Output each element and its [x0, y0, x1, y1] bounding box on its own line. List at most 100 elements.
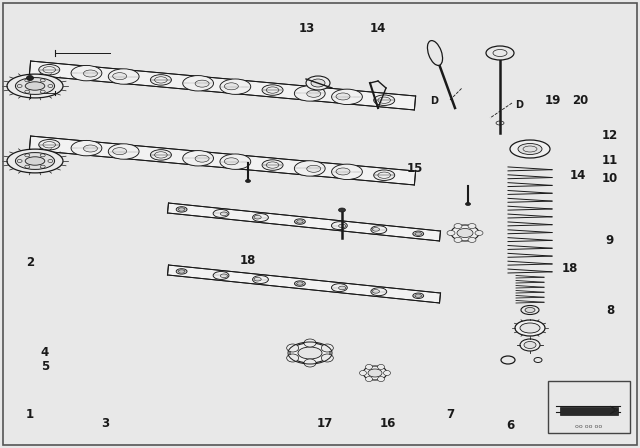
Ellipse shape [371, 226, 387, 234]
Ellipse shape [365, 377, 372, 382]
Ellipse shape [26, 76, 33, 81]
Ellipse shape [220, 79, 251, 95]
Ellipse shape [294, 219, 305, 224]
Ellipse shape [7, 74, 63, 98]
Polygon shape [610, 406, 618, 414]
Ellipse shape [336, 93, 350, 100]
Ellipse shape [518, 143, 542, 155]
Ellipse shape [520, 339, 540, 351]
Ellipse shape [525, 307, 535, 313]
Ellipse shape [383, 370, 390, 375]
Ellipse shape [447, 231, 455, 236]
Ellipse shape [108, 69, 139, 84]
Ellipse shape [321, 354, 333, 362]
Ellipse shape [71, 65, 102, 81]
Ellipse shape [311, 79, 325, 87]
Ellipse shape [307, 90, 321, 97]
Ellipse shape [294, 281, 305, 286]
Ellipse shape [368, 369, 382, 377]
Text: 12: 12 [602, 129, 618, 142]
Ellipse shape [220, 212, 227, 215]
Ellipse shape [294, 86, 325, 101]
Ellipse shape [225, 83, 238, 90]
Ellipse shape [365, 364, 372, 370]
Polygon shape [168, 265, 440, 303]
Text: 2: 2 [26, 255, 34, 268]
Ellipse shape [176, 269, 187, 274]
Text: 16: 16 [380, 417, 396, 430]
Ellipse shape [253, 214, 268, 221]
Text: 9: 9 [606, 233, 614, 246]
Text: 14: 14 [570, 168, 586, 181]
Ellipse shape [83, 70, 97, 77]
Text: 4: 4 [41, 345, 49, 358]
Polygon shape [29, 61, 415, 110]
Ellipse shape [360, 370, 367, 375]
Ellipse shape [195, 155, 209, 162]
Ellipse shape [468, 224, 476, 228]
Ellipse shape [378, 364, 385, 370]
Ellipse shape [451, 225, 479, 241]
Ellipse shape [15, 78, 54, 95]
Ellipse shape [374, 170, 395, 181]
Ellipse shape [374, 95, 395, 105]
Text: oo oo oo: oo oo oo [575, 423, 603, 428]
Ellipse shape [307, 165, 321, 172]
Text: 15: 15 [407, 161, 423, 175]
Text: 20: 20 [572, 94, 588, 107]
Ellipse shape [213, 271, 229, 280]
Ellipse shape [253, 276, 268, 284]
Text: 18: 18 [562, 262, 578, 275]
Ellipse shape [182, 151, 214, 166]
Text: 5: 5 [41, 359, 49, 372]
Ellipse shape [363, 366, 387, 380]
Ellipse shape [7, 149, 63, 173]
Ellipse shape [332, 89, 362, 104]
Ellipse shape [225, 158, 238, 165]
Text: 3: 3 [101, 417, 109, 430]
Ellipse shape [465, 202, 470, 206]
Text: 11: 11 [602, 154, 618, 167]
Text: 7: 7 [446, 409, 454, 422]
Ellipse shape [372, 228, 380, 231]
Ellipse shape [108, 144, 139, 159]
Ellipse shape [150, 75, 172, 85]
Ellipse shape [304, 339, 316, 347]
Ellipse shape [254, 215, 261, 219]
Ellipse shape [39, 139, 60, 150]
Ellipse shape [262, 85, 283, 95]
Ellipse shape [339, 224, 346, 228]
Polygon shape [29, 136, 415, 185]
Text: 14: 14 [370, 22, 386, 34]
Ellipse shape [371, 288, 387, 296]
Ellipse shape [454, 224, 462, 228]
Ellipse shape [39, 65, 60, 75]
Text: 6: 6 [506, 418, 514, 431]
Ellipse shape [378, 377, 385, 382]
Ellipse shape [332, 284, 348, 292]
Ellipse shape [220, 274, 227, 278]
Ellipse shape [475, 231, 483, 236]
Ellipse shape [515, 320, 545, 336]
Ellipse shape [454, 237, 462, 242]
Ellipse shape [457, 228, 473, 237]
Ellipse shape [524, 341, 536, 349]
Ellipse shape [113, 148, 127, 155]
Ellipse shape [413, 231, 424, 237]
Ellipse shape [332, 164, 362, 180]
Ellipse shape [195, 80, 209, 87]
Ellipse shape [25, 157, 45, 165]
Text: D: D [515, 100, 523, 110]
Ellipse shape [486, 46, 514, 60]
Ellipse shape [372, 289, 380, 293]
Ellipse shape [254, 277, 261, 281]
Ellipse shape [25, 82, 45, 90]
Ellipse shape [304, 359, 316, 367]
Text: 19: 19 [545, 94, 561, 107]
Ellipse shape [213, 210, 229, 217]
Ellipse shape [15, 153, 54, 169]
Ellipse shape [332, 222, 348, 229]
Text: 10: 10 [602, 172, 618, 185]
Ellipse shape [294, 161, 325, 176]
Text: 17: 17 [317, 417, 333, 430]
